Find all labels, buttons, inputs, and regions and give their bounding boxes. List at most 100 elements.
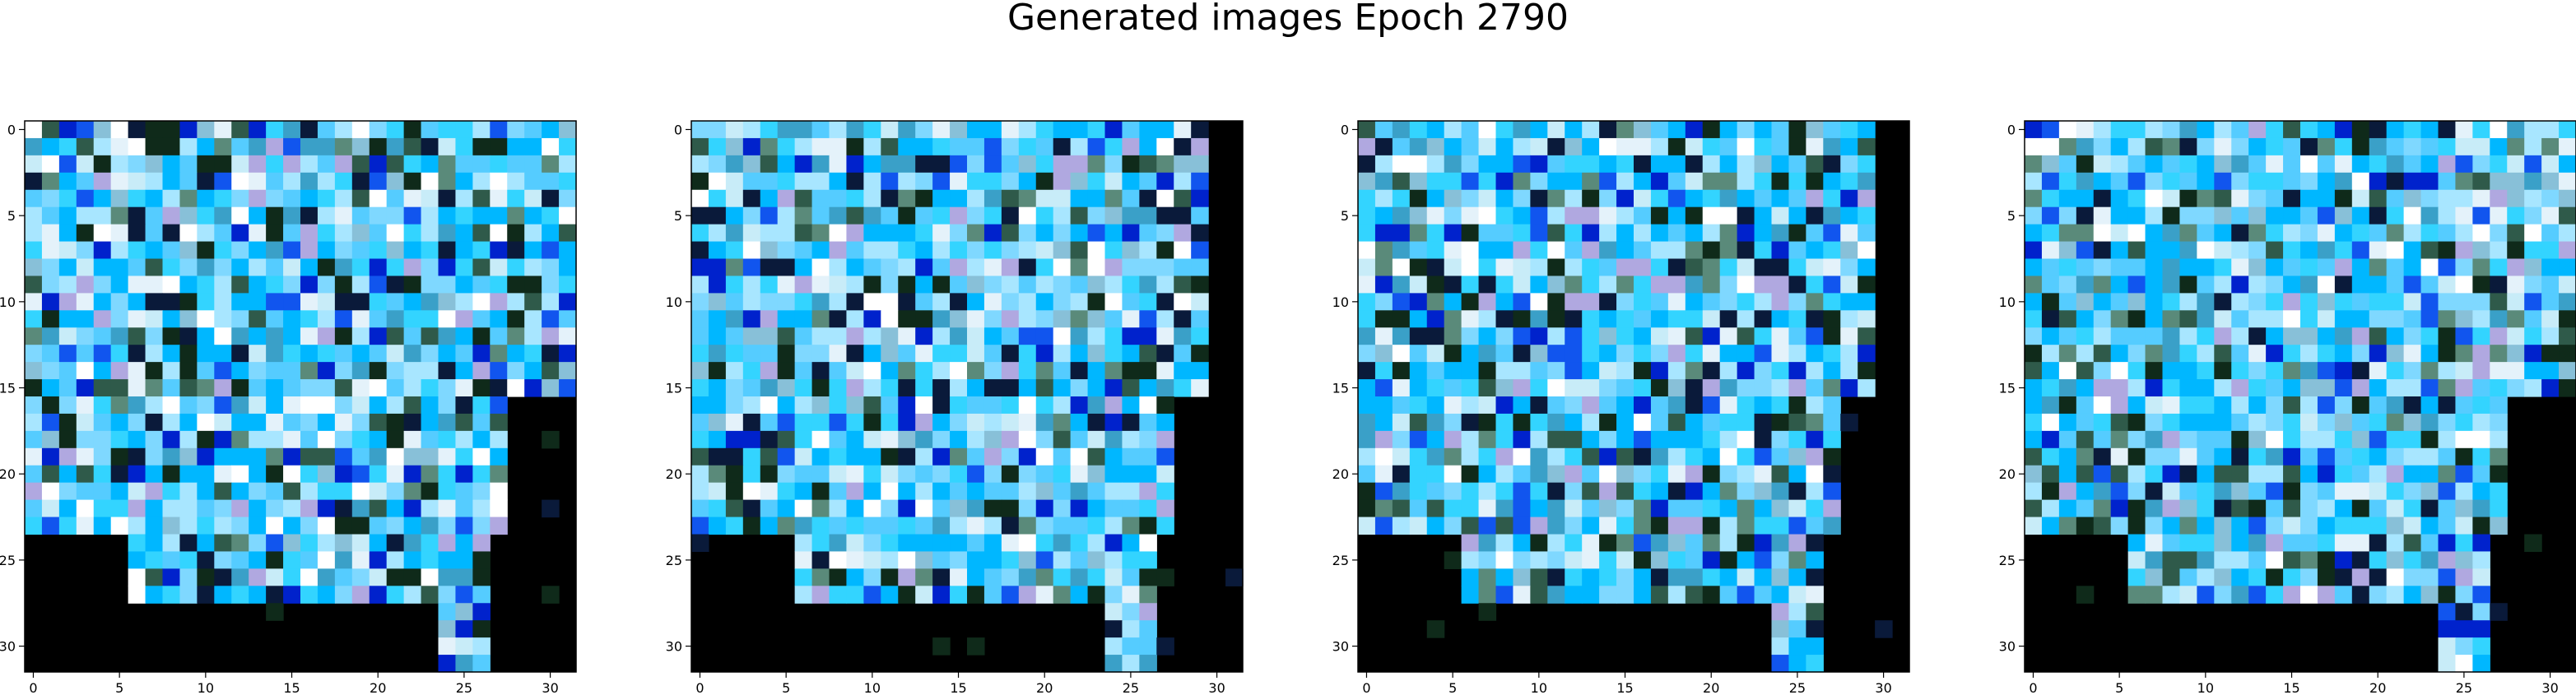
pixel [2127,276,2146,294]
pixel [811,568,830,586]
pixel [2179,413,2197,432]
pixel [300,310,319,328]
pixel [1478,206,1497,225]
pixel [1823,345,1841,363]
pixel [2283,517,2301,535]
pixel [863,172,881,191]
pixel [725,482,744,501]
pixel [1719,430,1738,449]
pixel [1495,293,1514,311]
pixel [1087,206,1106,225]
pixel [76,310,95,328]
pixel [2076,447,2095,466]
pixel [2127,258,2146,277]
pixel [915,241,933,260]
pixel [2162,413,2181,432]
pixel [403,258,422,277]
pixel [1582,396,1600,415]
pixel [2162,224,2181,243]
pixel [777,396,796,415]
pixel [2197,396,2215,415]
pixel [1599,482,1617,501]
pixel [2076,499,2095,518]
pixel [231,241,249,260]
y-tick-label: 15 [666,381,682,396]
pixel [1599,206,1617,225]
pixel [2524,121,2542,139]
pixel [25,206,43,225]
pixel [2420,310,2439,328]
pixel [846,258,864,277]
pixel [403,224,422,243]
pixel [283,551,301,569]
pixel [2559,327,2576,345]
pixel [421,413,439,432]
pixel [811,172,830,191]
pixel [2455,637,2473,656]
pixel [334,447,353,466]
pixel [2490,430,2508,449]
pixel [41,258,60,277]
pixel [490,172,508,191]
pixel [742,396,761,415]
pixel [2472,206,2490,225]
pixel [1139,155,1157,174]
pixel [1122,586,1140,604]
y-tick-label: 5 [2007,208,2016,224]
pixel [1104,224,1123,243]
pixel [2197,327,2215,345]
pixel [2541,362,2560,380]
pixel [760,482,779,501]
x-tick-label: 25 [456,680,472,695]
pixel [266,276,284,294]
pixel [983,206,1002,225]
y-tick-label: 20 [1999,466,2016,482]
pixel [2300,276,2318,294]
pixel [881,310,899,328]
pixel [76,413,95,432]
pixel [829,586,848,604]
pixel [1806,327,1824,345]
pixel [507,327,525,345]
pixel [967,379,985,397]
pixel [490,345,508,363]
pixel [2093,293,2112,311]
pixel [1392,413,1411,432]
pixel [863,276,881,294]
pixel [932,379,951,397]
pixel [2025,482,2043,501]
pixel [1771,189,1790,208]
pixel [1444,517,1462,535]
pixel [1156,137,1174,156]
pixel [58,189,77,208]
pixel [76,447,95,466]
pixel [2266,430,2284,449]
pixel [2524,206,2542,225]
pixel [2455,121,2473,139]
pixel [967,206,985,225]
pixel [2093,224,2112,243]
pixel [1122,345,1140,363]
pixel [1444,551,1462,569]
pixel [93,121,112,139]
pixel [1719,413,1738,432]
pixel [25,155,43,174]
pixel [2266,362,2284,380]
pixel [1444,430,1462,449]
pixel [2214,379,2232,397]
pixel [1719,568,1738,586]
pixel [1035,396,1054,415]
pixel [1495,551,1514,569]
pixel [162,517,181,535]
pixel [1122,396,1140,415]
pixel [1139,327,1157,345]
pixel [1001,517,1020,535]
pixel [2231,293,2249,311]
pixel [1358,396,1376,415]
pixel [369,258,388,277]
pixel [2076,413,2095,432]
pixel [300,379,319,397]
pixel [863,430,881,449]
pixel [2025,121,2043,139]
pixel [2058,499,2077,518]
